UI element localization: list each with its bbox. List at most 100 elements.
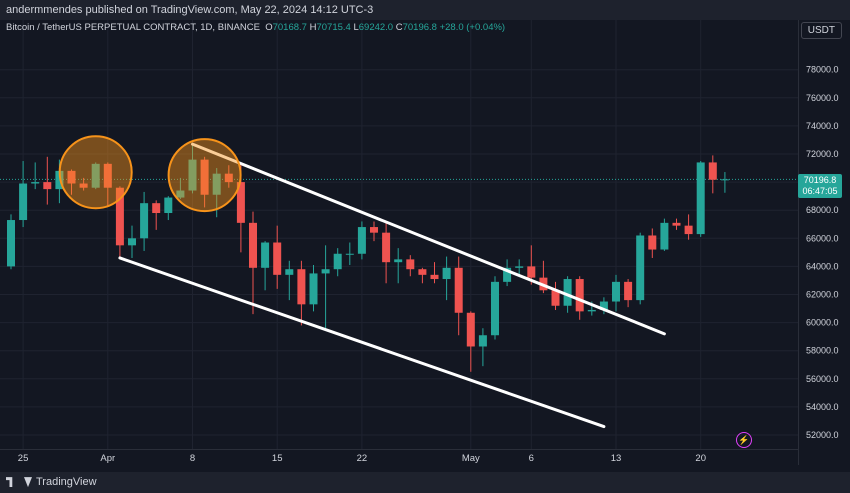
candle-body bbox=[31, 182, 40, 184]
candle-body bbox=[115, 187, 124, 246]
highlight-circle bbox=[58, 135, 133, 210]
symbol-legend: Bitcoin / TetherUS PERPETUAL CONTRACT, 1… bbox=[6, 22, 506, 33]
candle-body bbox=[454, 267, 463, 313]
lightning-icon[interactable]: ⚡ bbox=[736, 432, 752, 448]
candle-body bbox=[212, 173, 221, 195]
candle-body bbox=[140, 203, 149, 239]
y-tick-label: 62000.0 bbox=[806, 290, 839, 300]
candle-body bbox=[563, 279, 572, 306]
x-tick-label: May bbox=[462, 453, 480, 464]
candle-body bbox=[188, 159, 197, 191]
y-tick-label: 56000.0 bbox=[806, 374, 839, 384]
candle-body bbox=[128, 238, 136, 246]
candle-body bbox=[249, 222, 257, 268]
candle-body bbox=[708, 162, 717, 180]
candle-body bbox=[636, 235, 645, 301]
x-tick-label: Apr bbox=[100, 453, 115, 464]
candle-body bbox=[67, 170, 76, 184]
highlight-circle bbox=[167, 138, 242, 213]
change-value: +28.0 (+0.04%) bbox=[439, 22, 506, 33]
candle-body bbox=[333, 253, 342, 270]
candle-body bbox=[612, 281, 620, 302]
x-tick-label: 20 bbox=[695, 453, 706, 464]
y-tick-label: 72000.0 bbox=[806, 149, 839, 159]
candle-body bbox=[491, 281, 499, 336]
footer-brand: TradingView bbox=[36, 476, 97, 488]
x-tick-label: 8 bbox=[190, 453, 195, 464]
candle-body bbox=[466, 312, 475, 347]
candle-body bbox=[624, 281, 633, 301]
open-value: 70168.7 bbox=[272, 22, 307, 33]
trendline bbox=[191, 142, 666, 336]
x-tick-label: 25 bbox=[18, 453, 29, 464]
candle-body bbox=[7, 220, 15, 267]
x-tick-label: 6 bbox=[529, 453, 534, 464]
candle-body bbox=[357, 227, 366, 254]
low-value: 69242.0 bbox=[358, 22, 394, 33]
symbol-name: Bitcoin / TetherUS PERPETUAL CONTRACT, 1… bbox=[6, 22, 260, 33]
candle-body bbox=[285, 269, 294, 275]
currency-button[interactable]: USDT bbox=[800, 22, 842, 39]
candle-body bbox=[297, 269, 306, 305]
y-tick-label: 60000.0 bbox=[806, 318, 839, 328]
candle-body bbox=[551, 290, 560, 306]
tradingview-logo-mark-icon bbox=[24, 477, 32, 488]
candle-body bbox=[382, 232, 391, 263]
price-axis[interactable] bbox=[798, 20, 850, 465]
y-tick-label: 74000.0 bbox=[806, 121, 839, 131]
candle-body bbox=[394, 259, 403, 263]
footer-bar: TradingView bbox=[0, 472, 850, 493]
candle-body bbox=[176, 190, 185, 198]
publisher-text: andermmendes published on TradingView.co… bbox=[6, 4, 374, 16]
high-value: 70715.4 bbox=[316, 22, 351, 33]
candle-body bbox=[599, 301, 608, 310]
candle-body bbox=[309, 273, 318, 305]
current-price-badge: 70196.8 06:47:05 bbox=[798, 174, 842, 198]
close-value: 70196.8 bbox=[402, 22, 437, 33]
y-tick-label: 78000.0 bbox=[806, 65, 839, 75]
countdown-label: 06:47:05 bbox=[802, 186, 838, 196]
candle-body bbox=[660, 222, 669, 250]
candle-body bbox=[575, 279, 584, 312]
candle-body bbox=[79, 183, 88, 188]
x-tick-label: 22 bbox=[357, 453, 368, 464]
x-tick-label: 13 bbox=[611, 453, 622, 464]
current-price-label: 70196.8 bbox=[803, 175, 837, 185]
candle-body bbox=[478, 335, 487, 347]
time-axis[interactable] bbox=[0, 449, 798, 466]
publisher-bar: andermmendes published on TradingView.co… bbox=[0, 0, 850, 20]
y-tick-label: 76000.0 bbox=[806, 93, 839, 103]
candle-body bbox=[720, 179, 729, 181]
y-tick-label: 64000.0 bbox=[806, 261, 839, 271]
candle-body bbox=[164, 197, 173, 214]
y-tick-label: 68000.0 bbox=[806, 205, 839, 215]
candle-body bbox=[370, 227, 378, 233]
candle-body bbox=[200, 159, 209, 195]
candle-body bbox=[273, 242, 282, 275]
candle-body bbox=[345, 253, 354, 255]
candle-body bbox=[503, 267, 512, 282]
candle-body bbox=[527, 266, 536, 278]
candle-body bbox=[91, 163, 100, 188]
candle-body bbox=[696, 162, 705, 235]
candle-body bbox=[321, 269, 330, 274]
candle-body bbox=[430, 274, 439, 280]
candle-body bbox=[442, 267, 451, 280]
candle-body bbox=[684, 225, 693, 235]
candle-body bbox=[418, 269, 427, 275]
y-tick-label: 66000.0 bbox=[806, 233, 839, 243]
candle-body bbox=[261, 242, 270, 268]
candle-body bbox=[55, 170, 64, 190]
tradingview-logo-icon bbox=[6, 477, 13, 488]
y-tick-label: 52000.0 bbox=[806, 430, 839, 440]
candle-body bbox=[224, 173, 233, 183]
candle-body bbox=[103, 163, 112, 188]
y-tick-label: 58000.0 bbox=[806, 346, 839, 356]
y-tick-label: 54000.0 bbox=[806, 402, 839, 412]
candle-body bbox=[236, 182, 245, 223]
candle-body bbox=[672, 222, 681, 226]
x-tick-label: 15 bbox=[272, 453, 283, 464]
candle-body bbox=[648, 235, 657, 250]
candle-body bbox=[43, 182, 52, 190]
